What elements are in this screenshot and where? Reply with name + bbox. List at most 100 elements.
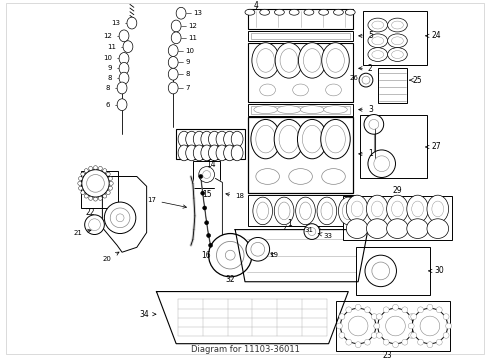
Polygon shape (156, 292, 348, 344)
Text: 10: 10 (185, 48, 194, 54)
Ellipse shape (168, 45, 178, 57)
Ellipse shape (321, 202, 333, 220)
Ellipse shape (119, 62, 129, 74)
Circle shape (365, 339, 370, 345)
Bar (378, 68, 407, 103)
Ellipse shape (319, 9, 329, 15)
Circle shape (417, 307, 423, 313)
Bar (248, 104, 353, 116)
Circle shape (411, 332, 416, 338)
Circle shape (365, 307, 370, 313)
Circle shape (364, 114, 384, 134)
Ellipse shape (392, 201, 403, 217)
Ellipse shape (203, 171, 211, 179)
Circle shape (98, 166, 102, 170)
Ellipse shape (117, 82, 127, 94)
Ellipse shape (119, 72, 129, 84)
Ellipse shape (231, 145, 243, 161)
Circle shape (339, 332, 345, 338)
Ellipse shape (388, 18, 407, 32)
Text: 3: 3 (359, 105, 373, 114)
Ellipse shape (251, 120, 280, 159)
Ellipse shape (193, 145, 205, 161)
Circle shape (372, 262, 390, 280)
Circle shape (81, 172, 85, 176)
Bar (176, 129, 245, 159)
Text: 12: 12 (188, 23, 197, 29)
Polygon shape (216, 179, 222, 246)
Circle shape (98, 196, 102, 200)
Bar (248, 117, 353, 193)
Ellipse shape (407, 195, 428, 223)
Ellipse shape (280, 49, 298, 72)
Ellipse shape (178, 145, 190, 161)
Ellipse shape (371, 201, 383, 217)
Ellipse shape (346, 195, 368, 223)
Ellipse shape (223, 131, 236, 147)
Ellipse shape (223, 145, 236, 161)
Ellipse shape (407, 219, 428, 238)
Text: 2: 2 (359, 64, 373, 73)
Circle shape (346, 307, 352, 313)
Ellipse shape (303, 49, 321, 72)
Ellipse shape (123, 41, 133, 53)
Ellipse shape (201, 131, 213, 147)
Circle shape (84, 194, 88, 198)
Circle shape (376, 332, 382, 338)
Text: 13: 13 (111, 20, 120, 26)
Bar (81, 171, 118, 208)
Text: 1: 1 (359, 149, 373, 158)
Ellipse shape (216, 131, 228, 147)
Text: 19: 19 (270, 252, 279, 258)
Ellipse shape (216, 145, 228, 161)
Bar (193, 161, 220, 188)
Text: 11: 11 (188, 35, 197, 41)
Bar (343, 196, 452, 240)
Bar (248, 9, 353, 29)
Ellipse shape (171, 32, 181, 44)
Ellipse shape (343, 202, 354, 220)
Ellipse shape (322, 43, 349, 78)
Text: 23: 23 (383, 351, 392, 360)
Text: 8: 8 (108, 75, 112, 81)
Ellipse shape (327, 49, 344, 72)
Circle shape (392, 342, 398, 348)
Circle shape (110, 208, 130, 228)
Circle shape (348, 316, 368, 336)
Ellipse shape (392, 21, 403, 29)
Circle shape (199, 175, 203, 179)
Ellipse shape (372, 51, 384, 58)
Circle shape (85, 215, 104, 234)
Text: 15: 15 (202, 190, 212, 199)
Circle shape (443, 332, 449, 338)
Circle shape (109, 181, 113, 185)
Ellipse shape (193, 131, 205, 147)
Circle shape (82, 170, 109, 197)
Circle shape (205, 221, 209, 225)
Circle shape (81, 191, 85, 195)
Circle shape (386, 316, 405, 336)
Circle shape (94, 166, 98, 170)
Ellipse shape (388, 48, 407, 62)
Circle shape (87, 175, 104, 192)
Circle shape (209, 234, 252, 277)
Ellipse shape (412, 201, 423, 217)
Circle shape (359, 73, 373, 87)
Ellipse shape (254, 106, 277, 113)
Circle shape (106, 191, 110, 195)
Circle shape (445, 323, 452, 329)
Ellipse shape (324, 106, 347, 113)
Text: 22: 22 (86, 208, 96, 217)
Ellipse shape (368, 18, 388, 32)
Ellipse shape (201, 145, 213, 161)
Ellipse shape (372, 21, 384, 29)
Circle shape (89, 166, 93, 170)
Circle shape (89, 219, 100, 231)
Ellipse shape (274, 120, 304, 159)
Circle shape (207, 234, 211, 238)
Text: 1: 1 (287, 219, 292, 228)
Circle shape (417, 339, 423, 345)
Ellipse shape (168, 68, 178, 80)
Circle shape (411, 323, 417, 329)
Circle shape (371, 314, 377, 320)
